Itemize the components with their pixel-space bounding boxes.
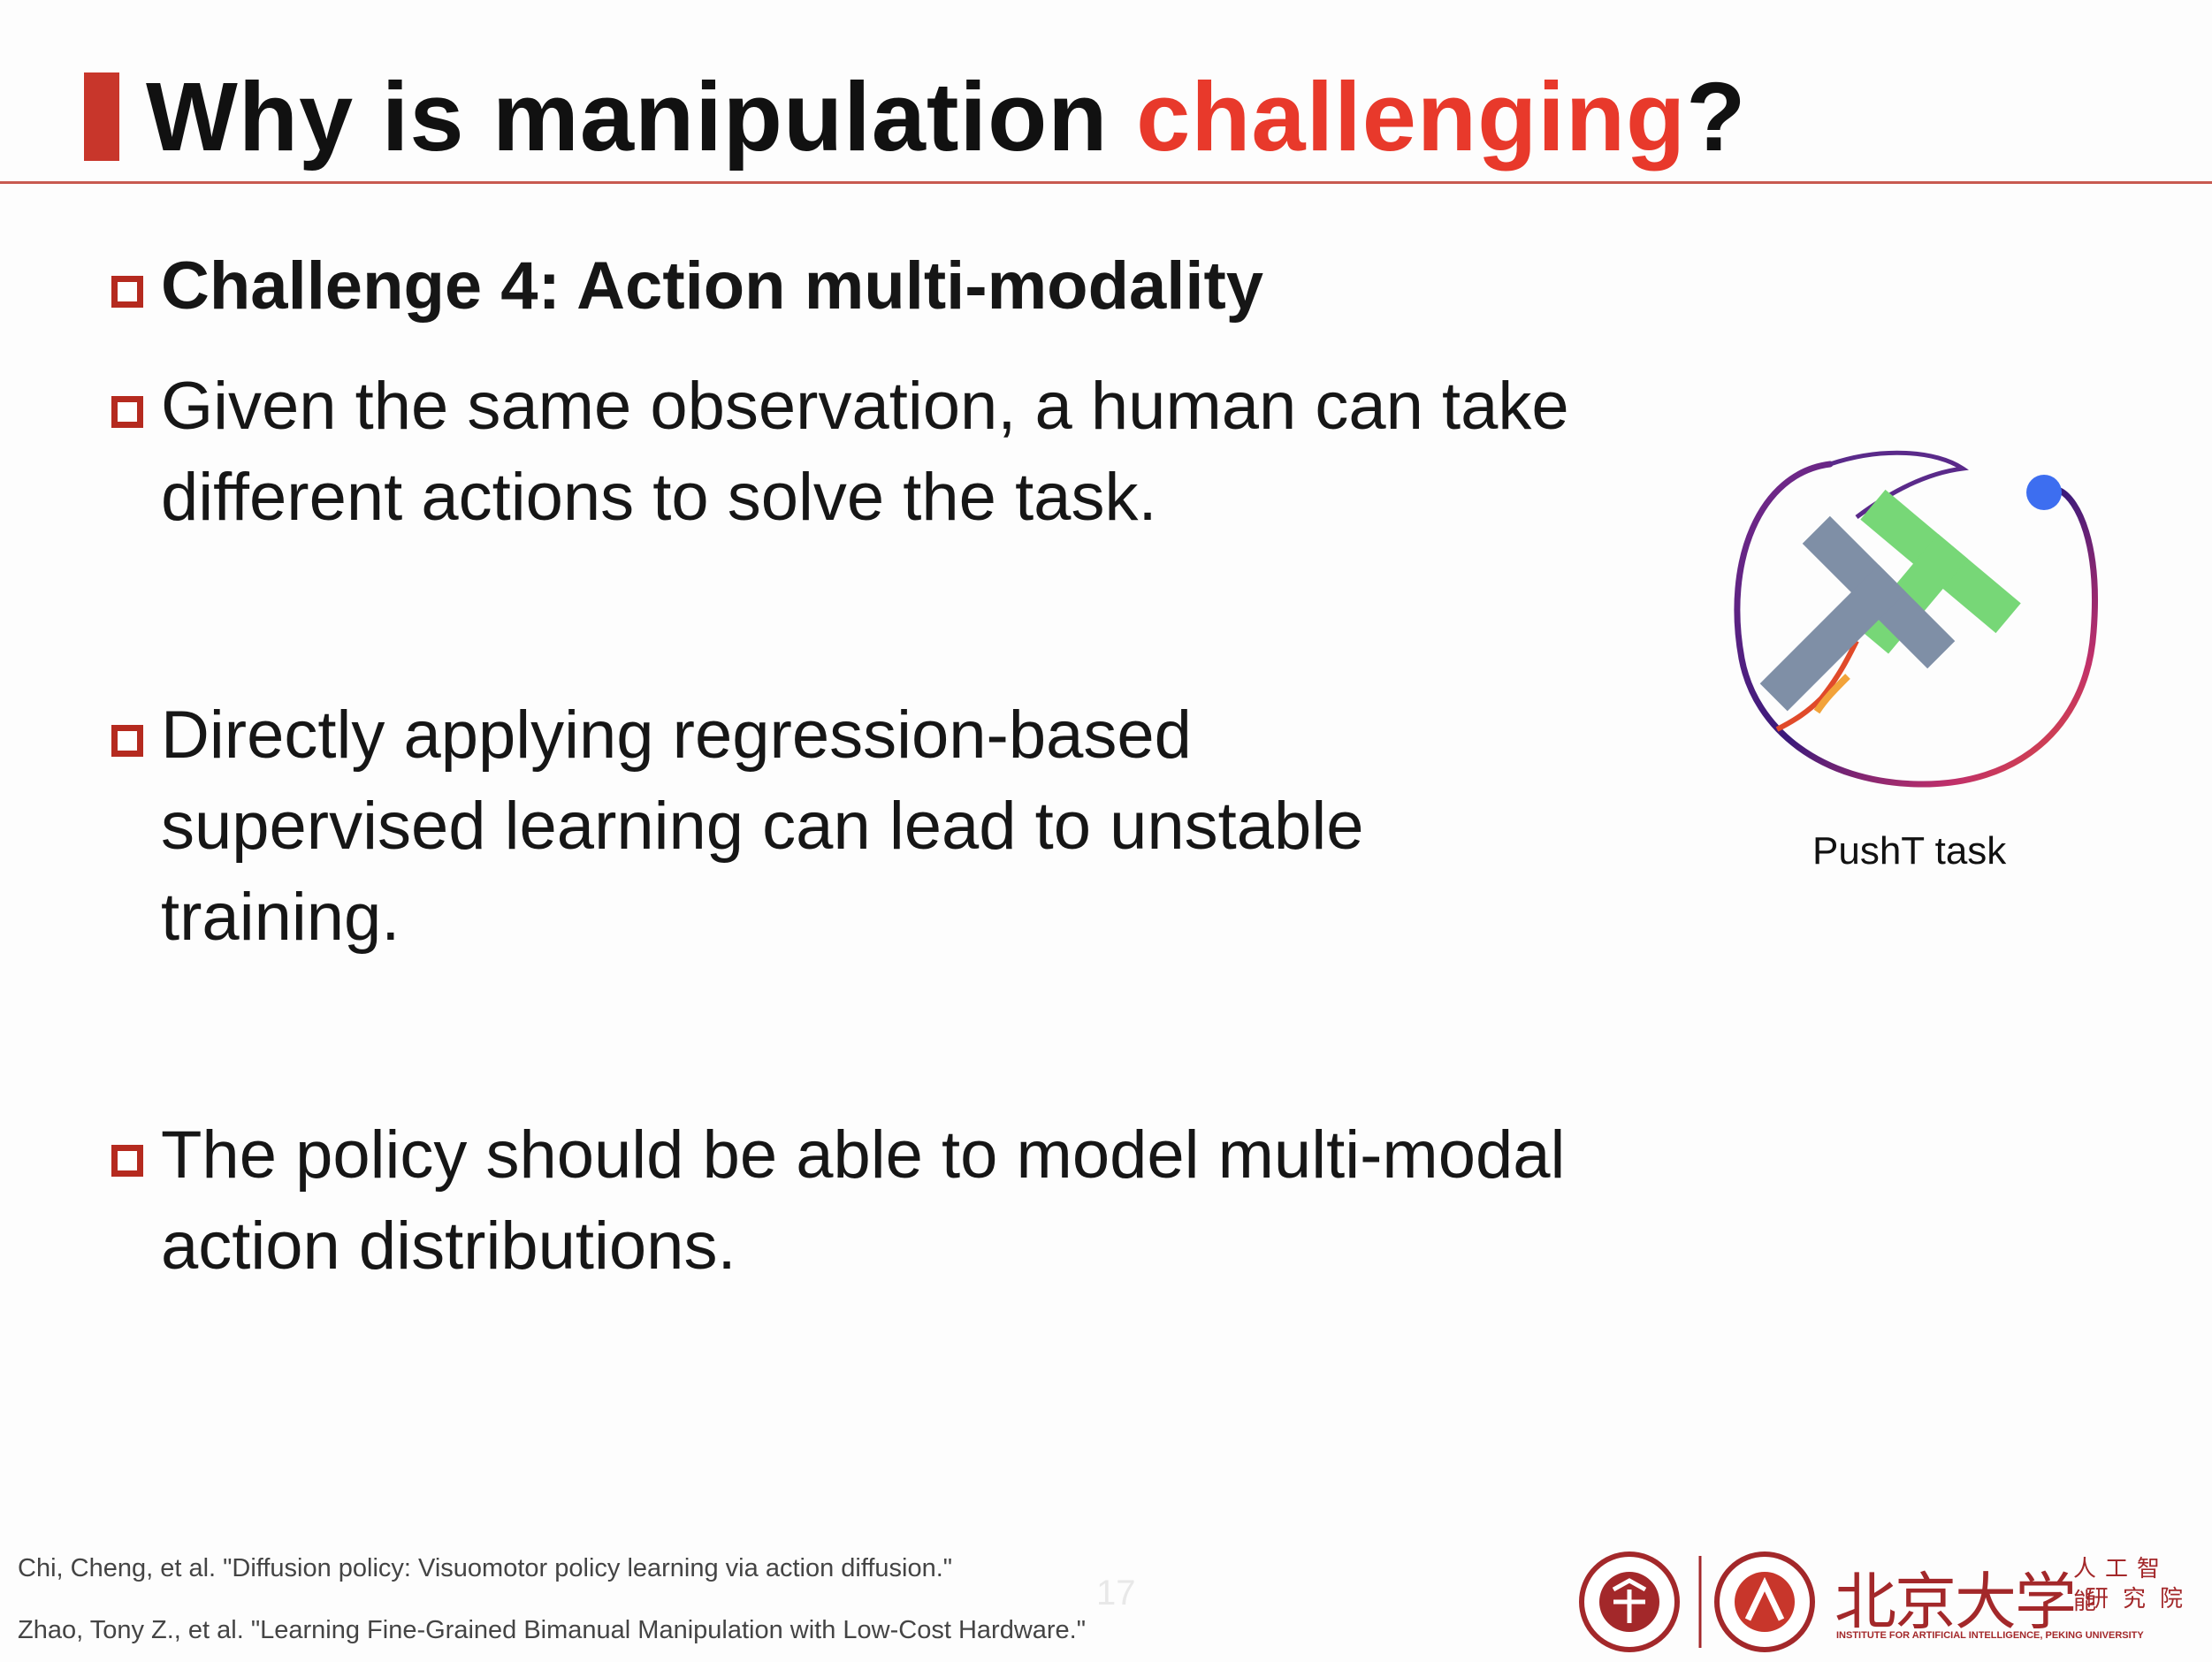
square-bullet-icon xyxy=(111,396,143,428)
institution-logos: 北京大学 人工智能 研究院 INSTITUTE FOR ARTIFICIAL I… xyxy=(1578,1549,2197,1655)
square-bullet-icon xyxy=(111,276,143,308)
bullet-text: Directly applying regression-based super… xyxy=(161,698,1364,955)
bullet-regression: Directly applying regression-based super… xyxy=(106,690,1521,963)
bullet-text: Challenge 4: Action multi-modality xyxy=(161,248,1264,324)
slide-title: Why is manipulation challenging? xyxy=(146,64,1746,171)
institute-cn-line1: 人工智能 xyxy=(2073,1555,2170,1614)
bullet-text: The policy should be able to model multi… xyxy=(161,1117,1566,1284)
pku-seal-logos xyxy=(1579,1551,1815,1652)
bullet-same-observation: Given the same observation, a human can … xyxy=(106,361,1609,543)
current-t-block xyxy=(1759,515,1956,712)
trajectory-path xyxy=(1813,674,1850,714)
square-bullet-icon xyxy=(111,1145,143,1177)
reference-1: Chi, Cheng, et al. "Diffusion policy: Vi… xyxy=(18,1554,953,1582)
institute-en-name: INSTITUTE FOR ARTIFICIAL INTELLIGENCE, P… xyxy=(1836,1630,2144,1641)
title-question-mark: ? xyxy=(1686,63,1747,172)
bullet-multimodal-policy: The policy should be able to model multi… xyxy=(106,1109,1574,1292)
pusht-figure xyxy=(1734,450,2098,788)
target-t-block xyxy=(1858,489,2021,654)
title-divider xyxy=(0,181,2212,184)
agent-dot-icon xyxy=(2026,475,2062,510)
reference-2: Zhao, Tony Z., et al. "Learning Fine-Gra… xyxy=(18,1616,1087,1644)
institute-cn-line2: 研究院 xyxy=(2086,1585,2198,1612)
square-bullet-icon xyxy=(111,725,143,757)
title-accent-bar xyxy=(84,72,119,161)
trajectory-path xyxy=(1734,461,2098,788)
title-text: Why is manipulation xyxy=(146,63,1137,172)
title-accent-word: challenging xyxy=(1136,63,1687,172)
bullet-text: Given the same observation, a human can … xyxy=(161,369,1569,535)
figure-caption: PushT task xyxy=(1812,829,2007,873)
page-number: 17 xyxy=(1096,1574,1136,1612)
pku-chinese-name: 北京大学 xyxy=(1834,1566,2077,1638)
bullet-challenge-heading: Challenge 4: Action multi-modality xyxy=(106,240,1609,332)
trajectory-path xyxy=(1775,639,1859,732)
